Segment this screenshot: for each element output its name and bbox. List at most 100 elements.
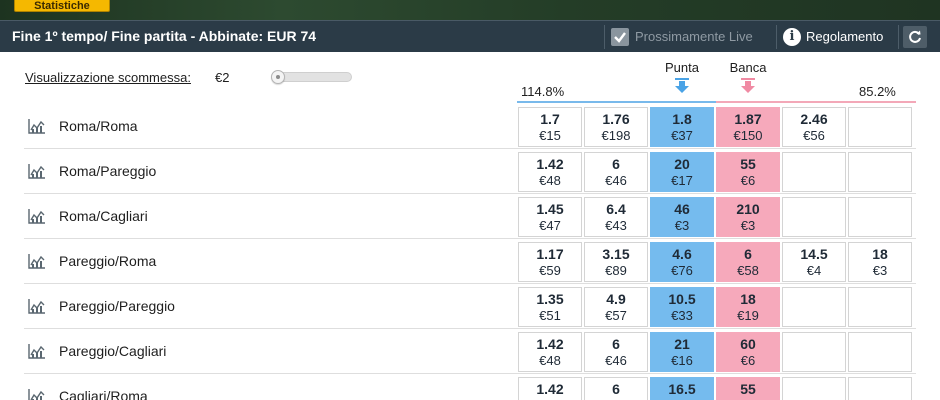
price-cell[interactable]: 18 €3 bbox=[848, 242, 912, 282]
lay-arrow-icon[interactable] bbox=[738, 78, 758, 96]
runner-name: Pareggio/Cagliari bbox=[59, 343, 167, 359]
available-amount: €150 bbox=[733, 128, 763, 143]
chart-icon[interactable] bbox=[28, 163, 46, 179]
market-title: Fine 1º tempo/ Fine partita - Abbinate: … bbox=[12, 28, 317, 44]
runner-name: Roma/Cagliari bbox=[59, 208, 148, 224]
back-price-cell[interactable]: 16.5 bbox=[650, 377, 714, 400]
runner-row: Cagliari/Roma 1.42 6 16.5 55 bbox=[0, 374, 940, 400]
refresh-icon[interactable] bbox=[903, 26, 927, 48]
odds-price: 1.42 bbox=[536, 336, 564, 352]
available-amount: €76 bbox=[671, 263, 693, 278]
available-amount: €56 bbox=[803, 128, 825, 143]
price-cell[interactable]: 3.15 €89 bbox=[584, 242, 648, 282]
odds-price: 6 bbox=[612, 156, 620, 172]
price-cell[interactable]: 6 €46 bbox=[584, 152, 648, 192]
back-arrow-icon[interactable] bbox=[672, 78, 692, 96]
rules-link[interactable]: Regolamento bbox=[806, 29, 884, 44]
market-header: Fine 1º tempo/ Fine partita - Abbinate: … bbox=[0, 20, 940, 52]
price-cell[interactable]: 1.76 €198 bbox=[584, 107, 648, 147]
price-cell[interactable]: 6.4 €43 bbox=[584, 197, 648, 237]
odds-price: 1.42 bbox=[536, 381, 564, 397]
odds-price: 3.15 bbox=[602, 246, 630, 262]
odds-price: 4.9 bbox=[606, 291, 626, 307]
price-cell[interactable] bbox=[782, 287, 846, 327]
stake-slider-handle[interactable] bbox=[271, 70, 285, 84]
top-strip: Statistiche bbox=[0, 0, 940, 20]
runner-row: Roma/Pareggio 1.42 €48 6 €46 20 €17 55 €6 bbox=[0, 149, 940, 194]
runner-row: Pareggio/Cagliari 1.42 €48 6 €46 21 €16 60 €6 bbox=[0, 329, 940, 374]
price-cell[interactable]: 1.42 €48 bbox=[518, 332, 582, 372]
odds-price: 1.42 bbox=[536, 156, 564, 172]
odds-price: 6 bbox=[612, 336, 620, 352]
chart-icon[interactable] bbox=[28, 208, 46, 224]
price-cell[interactable]: 14.5 €4 bbox=[782, 242, 846, 282]
stake-value: €2 bbox=[215, 70, 230, 85]
row-divider bbox=[24, 193, 916, 194]
odds-price: 14.5 bbox=[800, 246, 828, 262]
back-price-cell[interactable]: 21 €16 bbox=[650, 332, 714, 372]
available-amount: €58 bbox=[737, 263, 759, 278]
back-price-cell[interactable]: 1.8 €37 bbox=[650, 107, 714, 147]
chart-icon[interactable] bbox=[28, 118, 46, 134]
price-cell[interactable] bbox=[782, 152, 846, 192]
available-amount: €6 bbox=[740, 173, 756, 188]
price-cell[interactable]: 1.42 bbox=[518, 377, 582, 400]
back-price-cell[interactable]: 10.5 €33 bbox=[650, 287, 714, 327]
runner-row: Pareggio/Roma 1.17 €59 3.15 €89 4.6 €76 6 €58 14.… bbox=[0, 239, 940, 284]
back-price-cell[interactable]: 4.6 €76 bbox=[650, 242, 714, 282]
price-cell[interactable] bbox=[782, 197, 846, 237]
statistics-button[interactable]: Statistiche bbox=[14, 0, 110, 12]
price-cell[interactable] bbox=[848, 197, 912, 237]
checkbox-icon[interactable] bbox=[611, 28, 629, 46]
runner-name: Cagliari/Roma bbox=[59, 388, 148, 400]
price-cell[interactable]: 1.45 €47 bbox=[518, 197, 582, 237]
lay-price-cell[interactable]: 6 €58 bbox=[716, 242, 780, 282]
chart-icon[interactable] bbox=[28, 298, 46, 314]
chart-icon[interactable] bbox=[28, 253, 46, 269]
lay-price-cell[interactable]: 55 €6 bbox=[716, 152, 780, 192]
price-cell[interactable]: 1.42 €48 bbox=[518, 152, 582, 192]
odds-price: 2.46 bbox=[800, 111, 828, 127]
available-amount: €3 bbox=[740, 218, 756, 233]
price-cell[interactable]: 2.46 €56 bbox=[782, 107, 846, 147]
price-cell[interactable]: 1.17 €59 bbox=[518, 242, 582, 282]
lay-price-cell[interactable]: 210 €3 bbox=[716, 197, 780, 237]
back-price-cell[interactable]: 46 €3 bbox=[650, 197, 714, 237]
price-cell[interactable]: 6 bbox=[584, 377, 648, 400]
odds-price: 60 bbox=[740, 336, 756, 352]
odds-price: 1.45 bbox=[536, 201, 564, 217]
price-cell[interactable] bbox=[848, 377, 912, 400]
lay-price-cell[interactable]: 18 €19 bbox=[716, 287, 780, 327]
lay-price-cell[interactable]: 60 €6 bbox=[716, 332, 780, 372]
available-amount: €59 bbox=[539, 263, 561, 278]
lay-price-cell[interactable]: 1.87 €150 bbox=[716, 107, 780, 147]
info-icon[interactable]: i bbox=[783, 28, 801, 46]
price-cell[interactable]: 4.9 €57 bbox=[584, 287, 648, 327]
chart-icon[interactable] bbox=[28, 343, 46, 359]
odds-price: 1.8 bbox=[672, 111, 692, 127]
available-amount: €57 bbox=[605, 308, 627, 323]
odds-price: 21 bbox=[674, 336, 690, 352]
runner-row: Roma/Cagliari 1.45 €47 6.4 €43 46 €3 210 €3 bbox=[0, 194, 940, 239]
price-cell[interactable] bbox=[848, 332, 912, 372]
odds-price: 6 bbox=[744, 246, 752, 262]
runner-row: Pareggio/Pareggio 1.35 €51 4.9 €57 10.5 €33 18 €… bbox=[0, 284, 940, 329]
lay-price-cell[interactable]: 55 bbox=[716, 377, 780, 400]
row-divider bbox=[24, 328, 916, 329]
price-cell[interactable]: 6 €46 bbox=[584, 332, 648, 372]
price-cell[interactable] bbox=[782, 332, 846, 372]
back-price-cell[interactable]: 20 €17 bbox=[650, 152, 714, 192]
price-cell[interactable] bbox=[782, 377, 846, 400]
price-cell[interactable] bbox=[848, 152, 912, 192]
price-cell[interactable] bbox=[848, 107, 912, 147]
odds-price: 4.6 bbox=[672, 246, 692, 262]
odds-price: 1.7 bbox=[540, 111, 560, 127]
back-column-header: Punta bbox=[665, 60, 699, 75]
chart-icon[interactable] bbox=[28, 388, 46, 400]
runner-row: Roma/Roma 1.7 €15 1.76 €198 1.8 €37 1.87 €150 2.4… bbox=[0, 104, 940, 149]
price-cell[interactable]: 1.7 €15 bbox=[518, 107, 582, 147]
odds-price: 55 bbox=[740, 156, 756, 172]
price-cell[interactable] bbox=[848, 287, 912, 327]
price-cell[interactable]: 1.35 €51 bbox=[518, 287, 582, 327]
coming-live-label: Prossimamente Live bbox=[635, 29, 753, 44]
